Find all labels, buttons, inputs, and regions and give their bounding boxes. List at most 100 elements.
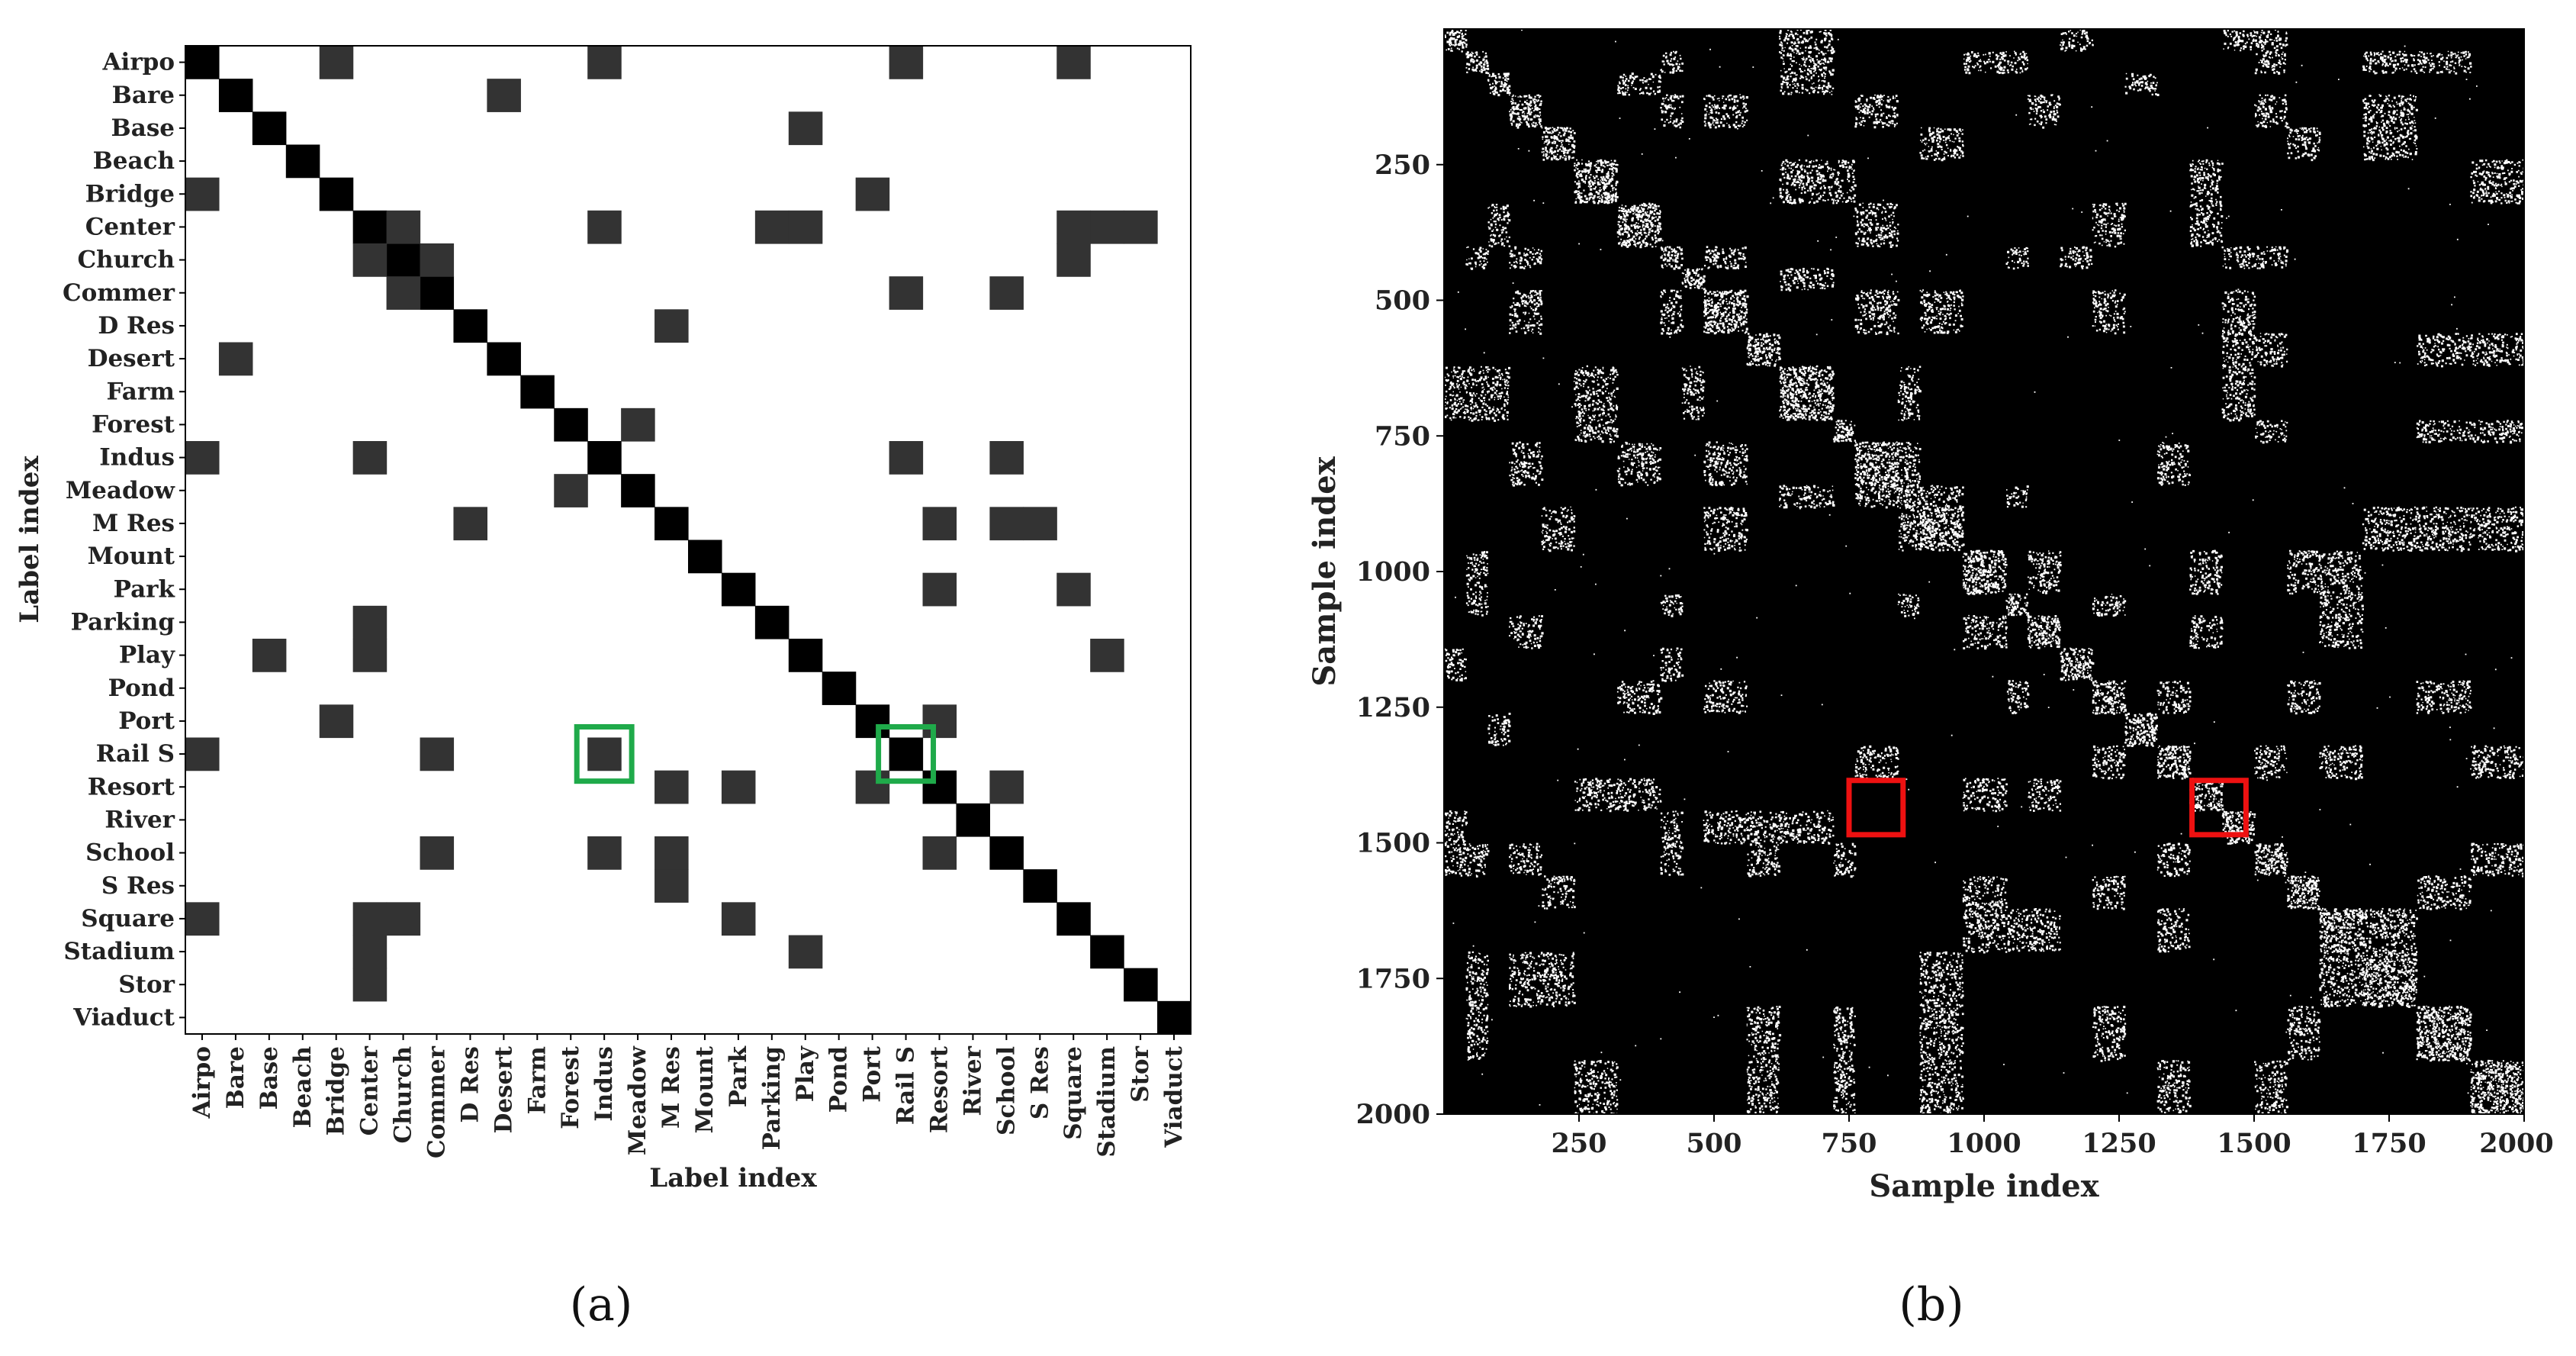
matrix-cells [185, 46, 1192, 1035]
y-tick-label: S Res [101, 872, 175, 900]
matrix-cell-diagonal [654, 507, 689, 541]
y-tick-label: Commer [63, 279, 175, 307]
matrix-cell [1056, 243, 1091, 277]
y-tick-label: Center [85, 213, 175, 240]
x-tick-label: Farm [523, 1046, 551, 1115]
matrix-cell [352, 605, 388, 639]
matrix-cell [587, 836, 622, 870]
x-tick-label: Bridge [323, 1046, 350, 1135]
matrix-cell-diagonal [1124, 968, 1158, 1002]
x-tick-label: D Res [456, 1046, 484, 1123]
matrix-cell-diagonal [989, 836, 1024, 870]
x-tick-label: 750 [1821, 1128, 1877, 1159]
matrix-cell-diagonal [754, 605, 790, 639]
matrix-cell [754, 210, 790, 244]
affinity-x-ticks: 250 500 750 1000 1250 1500 1750 2000 [1551, 1114, 2554, 1159]
matrix-x-ticks: Airpo Bare Base Beach Bridge Center Church Comm… [188, 1034, 1188, 1158]
affinity-y-ticks: 250 500 750 1000 1250 1500 1750 2000 [1356, 150, 1444, 1130]
matrix-cell [352, 902, 388, 936]
matrix-cell-diagonal [487, 342, 521, 376]
matrix-cell [654, 309, 689, 343]
matrix-cell [218, 342, 253, 376]
x-tick-label: Rail S [892, 1046, 920, 1125]
y-tick-label: Base [111, 114, 175, 142]
matrix-cell [922, 507, 957, 541]
matrix-cell-diagonal [922, 770, 957, 804]
matrix-cell-diagonal [688, 540, 722, 574]
matrix-cell [654, 770, 689, 804]
matrix-cell [185, 902, 220, 936]
matrix-cell [989, 441, 1024, 475]
matrix-cell-diagonal [453, 309, 487, 343]
x-tick-label: Viaduct [1160, 1045, 1188, 1148]
y-tick-label: Port [118, 707, 175, 735]
x-tick-label: 500 [1686, 1128, 1741, 1159]
y-tick-label: School [85, 839, 175, 867]
matrix-cell-diagonal [352, 210, 388, 244]
y-tick-label: Mount [88, 543, 175, 570]
y-tick-label: 1250 [1356, 692, 1430, 723]
matrix-cell-diagonal [520, 375, 555, 409]
x-tick-label: Center [356, 1045, 384, 1135]
matrix-x-axis-title: Label index [649, 1163, 817, 1193]
y-tick-label: Airpo [101, 49, 175, 76]
matrix-cell-diagonal [621, 474, 655, 507]
matrix-cell [487, 79, 521, 112]
panel-b-label: (b) [1899, 1278, 1963, 1332]
x-tick-label: School [992, 1046, 1020, 1135]
y-tick-label: Viaduct [72, 1003, 175, 1031]
matrix-cell-diagonal [319, 177, 354, 211]
matrix-cell [788, 935, 823, 969]
x-tick-label: Airpo [188, 1046, 216, 1119]
matrix-cell-diagonal [386, 243, 421, 277]
matrix-cell [420, 737, 455, 771]
x-tick-label: Commer [423, 1045, 451, 1158]
panel-a-label: (a) [570, 1278, 633, 1332]
y-tick-label: Square [81, 905, 175, 932]
matrix-cell [352, 935, 388, 969]
matrix-cell [889, 276, 924, 310]
x-tick-label: Church [390, 1046, 417, 1144]
y-tick-label: D Res [98, 312, 175, 340]
matrix-cell [587, 737, 622, 771]
matrix-cell [1090, 210, 1124, 244]
x-tick-label: M Res [658, 1046, 685, 1129]
matrix-cell-diagonal [554, 407, 588, 442]
y-tick-label: Resort [88, 773, 175, 800]
affinity-matrix-chart: 250 500 750 1000 1250 1500 1750 2000 250 500 750 1… [1307, 28, 2554, 1332]
matrix-cell [352, 968, 388, 1002]
x-tick-label: Square [1060, 1046, 1087, 1140]
matrix-cell [1056, 46, 1091, 79]
matrix-cell-diagonal [855, 704, 890, 739]
y-tick-label: Church [78, 246, 175, 274]
x-tick-label: Bare [222, 1046, 249, 1109]
matrix-cell [587, 210, 622, 244]
matrix-cell [185, 177, 220, 211]
matrix-cell [889, 441, 924, 475]
x-tick-label: Mount [691, 1045, 719, 1133]
matrix-cell [788, 210, 823, 244]
matrix-cell [420, 836, 455, 870]
matrix-cell [922, 572, 957, 607]
matrix-cell [654, 836, 689, 870]
matrix-cell [352, 639, 388, 672]
x-tick-label: Base [256, 1046, 283, 1110]
x-tick-label: 1250 [2082, 1128, 2156, 1159]
y-tick-label: Parking [71, 608, 175, 636]
x-tick-label: Parking [758, 1046, 786, 1150]
highlight-box [876, 724, 937, 784]
matrix-cell [420, 243, 455, 277]
y-tick-label: Indus [99, 444, 175, 472]
matrix-cell-diagonal [252, 111, 287, 146]
matrix-cell [185, 441, 220, 475]
matrix-cell-diagonal [889, 737, 924, 771]
highlight-box [574, 724, 635, 784]
x-tick-label: River [959, 1045, 986, 1116]
matrix-cell [319, 704, 354, 739]
matrix-cell [788, 111, 823, 146]
matrix-cell-diagonal [721, 572, 756, 607]
matrix-cell [889, 46, 924, 79]
matrix-cell [587, 46, 622, 79]
y-tick-label: River [105, 806, 175, 833]
